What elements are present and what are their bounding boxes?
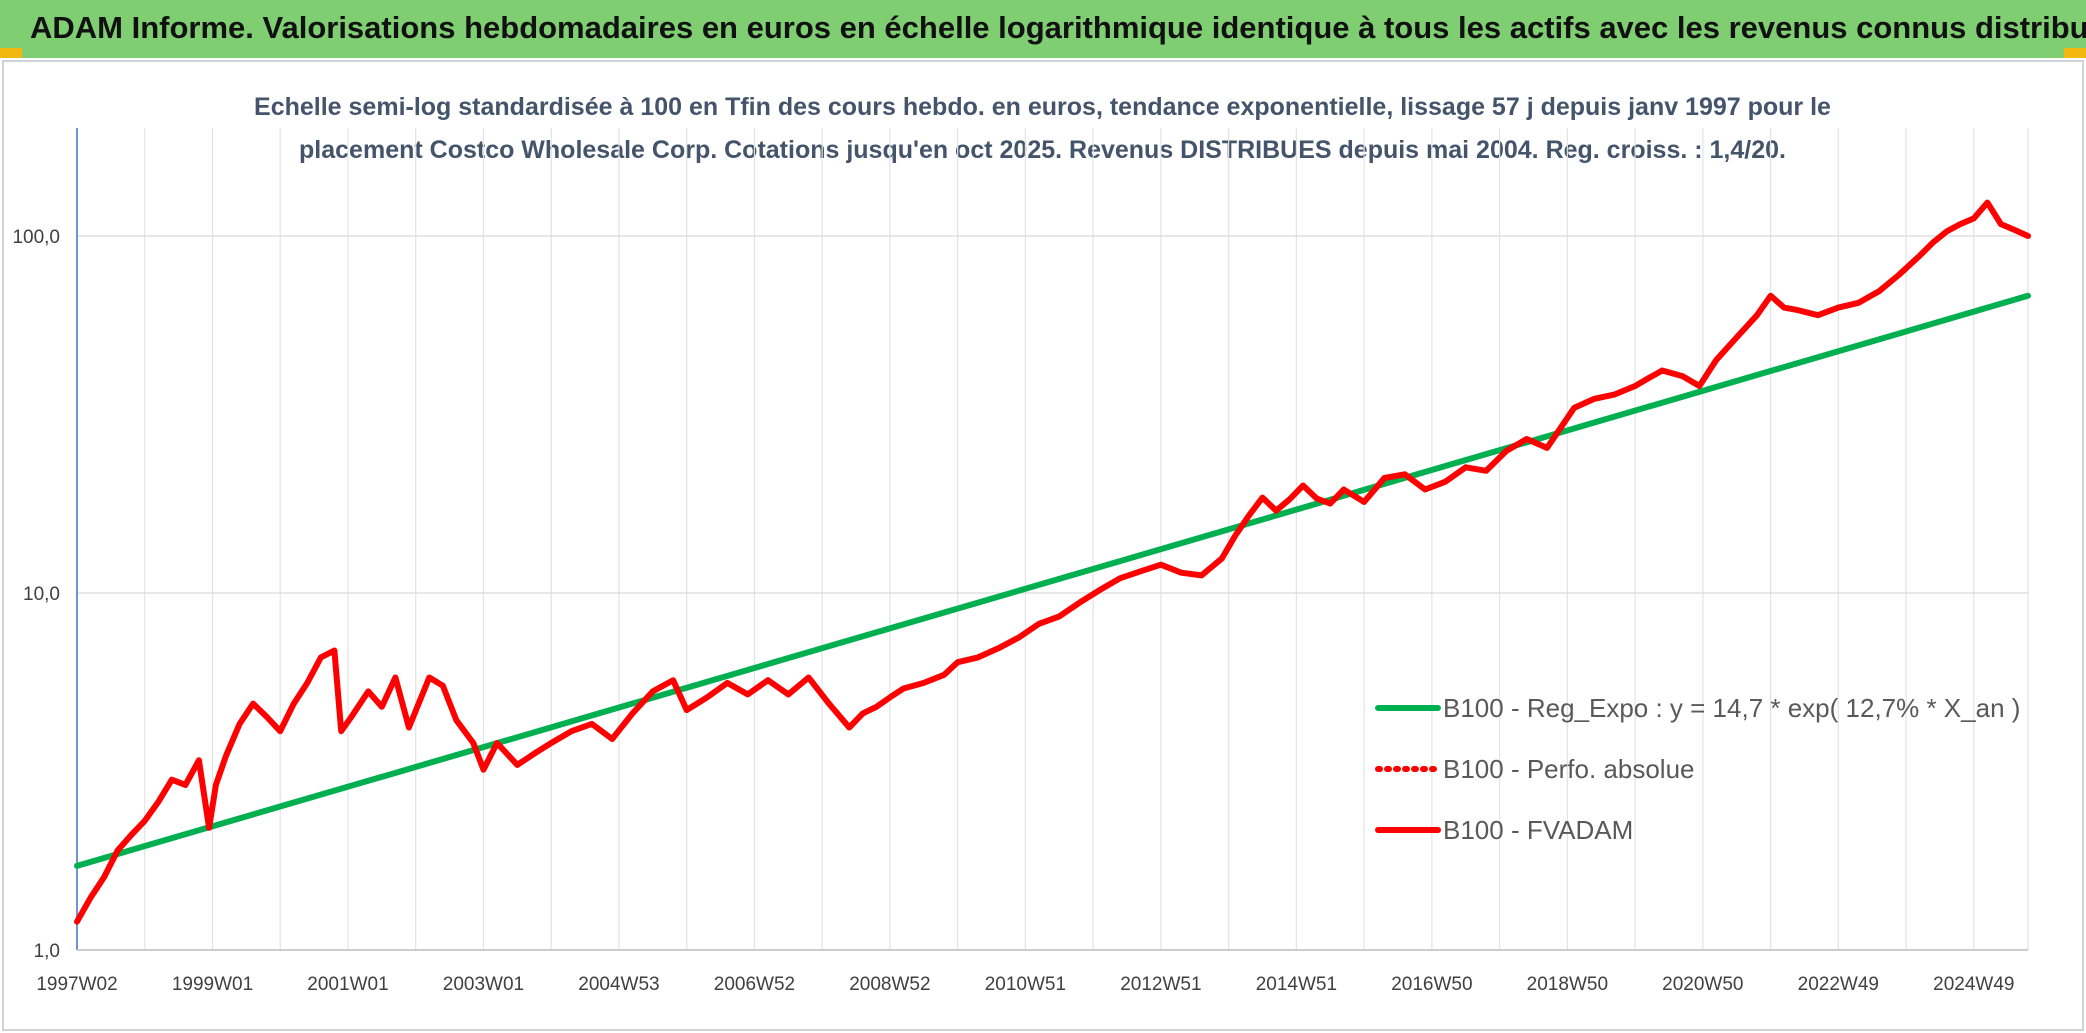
report-header-bar: ADAM Informe. Valorisations hebdomadaire… (0, 0, 2086, 58)
x-tick-label: 2022W49 (1798, 974, 1879, 995)
chart-series (74, 199, 2031, 925)
x-tick-label: 2016W50 (1391, 974, 1472, 995)
y-axis-tick-labels: 1,0 10,0 100,0 (12, 227, 60, 962)
x-tick-label: 1997W02 (36, 974, 117, 995)
chart-axes (76, 128, 2028, 951)
fvadam-series-line (74, 199, 2031, 925)
x-tick-label: 2003W01 (443, 974, 524, 995)
corner-accent-right (2064, 48, 2086, 58)
regression-trend-line (74, 292, 2031, 869)
x-tick-label: 2001W01 (307, 974, 388, 995)
y-tick-label: 100,0 (12, 227, 60, 248)
grid-lines (76, 128, 2029, 951)
legend-label: B100 - FVADAM (1443, 815, 1633, 845)
report-title: ADAM Informe. Valorisations hebdomadaire… (30, 10, 2086, 45)
y-tick-label: 1,0 (34, 941, 60, 962)
x-tick-label: 2012W51 (1120, 974, 1201, 995)
x-tick-label: 2024W49 (1933, 974, 2014, 995)
x-tick-label: 2008W52 (849, 974, 930, 995)
x-tick-label: 2020W50 (1662, 974, 1743, 995)
x-tick-label: 2004W53 (578, 974, 659, 995)
x-tick-label: 1999W01 (172, 974, 253, 995)
chart-frame (2, 60, 2084, 1031)
legend-label: B100 - Reg_Expo : y = 14,7 * exp( 12,7% … (1443, 693, 2020, 723)
x-axis-tick-labels: 1997W02 1999W01 2001W01 2003W01 2004W53 2006W… (36, 974, 2014, 995)
y-tick-label: 10,0 (23, 584, 60, 605)
x-tick-label: 2010W51 (985, 974, 1066, 995)
chart-subtitle-line-2: placement Costco Wholesale Corp. Cotatio… (299, 136, 1786, 164)
chart-subtitle: Echelle semi-log standardisée à 100 en T… (150, 86, 1935, 172)
x-tick-label: 2014W51 (1256, 974, 1337, 995)
x-tick-label: 2006W52 (714, 974, 795, 995)
chart-subtitle-line-1: Echelle semi-log standardisée à 100 en T… (254, 93, 1831, 121)
corner-accent-left (0, 48, 22, 58)
legend-label: B100 - Perfo. absolue (1443, 754, 1695, 784)
chart-legend: B100 - Reg_Expo : y = 14,7 * exp( 12,7% … (1375, 693, 2020, 845)
x-tick-label: 2018W50 (1527, 974, 1608, 995)
